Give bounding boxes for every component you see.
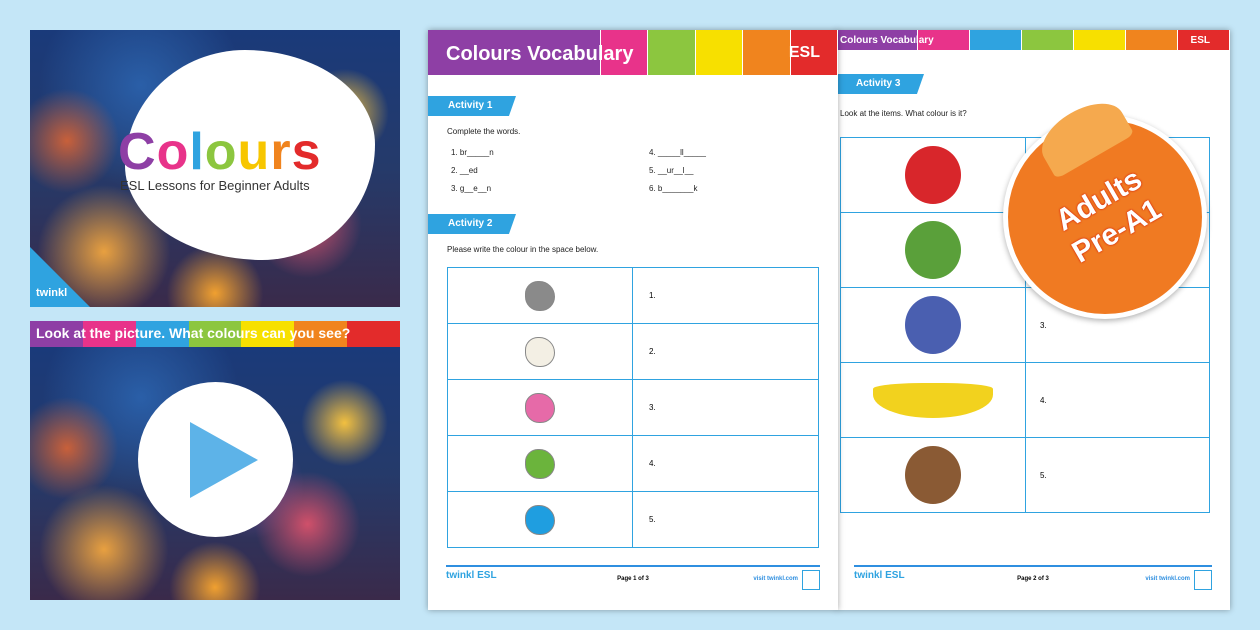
table-row: 2. bbox=[447, 323, 819, 380]
answer-cell[interactable]: 4. bbox=[632, 435, 819, 492]
answer-cell[interactable]: 5. bbox=[632, 491, 819, 548]
paint-splat-icon bbox=[525, 280, 555, 311]
twinkl-corner bbox=[30, 247, 90, 307]
quality-badge bbox=[802, 570, 820, 590]
play-icon bbox=[190, 422, 258, 498]
paint-splash bbox=[125, 50, 375, 260]
row-number: 5. bbox=[1040, 470, 1047, 480]
video-slide[interactable] bbox=[30, 347, 400, 600]
title-letter: r bbox=[270, 123, 292, 181]
table-row: 4. bbox=[840, 362, 1210, 438]
page2-header bbox=[836, 30, 1230, 50]
paint-splat-icon bbox=[525, 504, 555, 535]
page1-header bbox=[428, 30, 838, 75]
row-number: 4. bbox=[649, 459, 656, 468]
answer-cell[interactable]: 2. bbox=[632, 323, 819, 380]
worksheet-page-2: Colours Vocabulary ESL Activity 3 Look a… bbox=[836, 30, 1230, 610]
table-row: 5. bbox=[447, 491, 819, 548]
title-letter: s bbox=[291, 123, 322, 181]
video-banner bbox=[30, 321, 401, 347]
title-letter: C bbox=[118, 123, 157, 181]
quality-badge bbox=[1194, 570, 1212, 590]
answer-cell[interactable]: 1. bbox=[632, 267, 819, 324]
paint-splat-icon bbox=[525, 392, 555, 423]
table-row: 1. bbox=[447, 267, 819, 324]
title-letter: o bbox=[156, 123, 190, 181]
title-letter: l bbox=[189, 123, 205, 181]
cover-title: Colours bbox=[118, 122, 321, 182]
activity2-table: 1. 2. 3. 4. 5. bbox=[447, 267, 819, 548]
title-letter: u bbox=[237, 123, 271, 181]
page1-title: Colours Vocabulary bbox=[446, 43, 634, 65]
row-number: 3. bbox=[649, 403, 656, 412]
table-row: 5. bbox=[840, 437, 1210, 513]
table-row: 3. bbox=[447, 379, 819, 436]
page-number: Page 1 of 3 bbox=[617, 576, 649, 582]
footer-link[interactable]: visit twinkl.com bbox=[1145, 576, 1190, 582]
paint-splat-icon bbox=[525, 448, 555, 479]
twinkl-logo: twinkl bbox=[36, 287, 68, 299]
cover-slide[interactable]: Colours ESL Lessons for Beginner Adults … bbox=[30, 30, 400, 307]
play-button[interactable] bbox=[138, 382, 293, 537]
row-number: 2. bbox=[649, 347, 656, 356]
row-number: 5. bbox=[649, 515, 656, 524]
activity1-instruction: Complete the words. bbox=[447, 127, 521, 136]
row-number: 1. bbox=[649, 291, 656, 300]
footer-logo: twinkl ESL bbox=[854, 570, 905, 581]
table-row: 4. bbox=[447, 435, 819, 492]
word-item: 4. _____ll_____ bbox=[649, 148, 706, 157]
blueberry-icon bbox=[905, 296, 961, 354]
footer-link[interactable]: visit twinkl.com bbox=[753, 576, 798, 582]
answer-cell[interactable]: 3. bbox=[632, 379, 819, 436]
word-item: 6. b_______k bbox=[649, 184, 698, 193]
paint-splat-icon bbox=[525, 336, 555, 367]
word-item: 3. g__e__n bbox=[451, 184, 492, 193]
page1-tag: ESL bbox=[788, 44, 820, 61]
level-badge: Adults Pre-A1 bbox=[1003, 90, 1207, 319]
word-item: 1. br_____n bbox=[451, 148, 494, 157]
page2-title: Colours Vocabulary bbox=[840, 35, 934, 46]
walnut-icon bbox=[905, 446, 961, 504]
peas-icon bbox=[905, 221, 961, 279]
video-banner-text: Look at the picture. What colours can yo… bbox=[36, 325, 351, 341]
page2-tag: ESL bbox=[1190, 35, 1210, 46]
activity1-label: Activity 1 bbox=[428, 96, 516, 116]
answer-cell[interactable]: 5. bbox=[1025, 437, 1210, 513]
activity2-label: Activity 2 bbox=[428, 214, 516, 234]
row-number: 4. bbox=[1040, 395, 1047, 405]
word-item: 2. __ed bbox=[451, 166, 478, 175]
banana-icon bbox=[873, 382, 993, 418]
cover-subtitle: ESL Lessons for Beginner Adults bbox=[120, 178, 310, 193]
answer-cell[interactable]: 4. bbox=[1025, 362, 1210, 438]
title-letter: o bbox=[204, 123, 238, 181]
strawberry-icon bbox=[905, 146, 961, 204]
worksheet-page-1: Colours Vocabulary ESL Activity 1 Comple… bbox=[428, 30, 838, 610]
activity3-instruction: Look at the items. What colour is it? bbox=[840, 109, 967, 118]
activity3-label: Activity 3 bbox=[836, 74, 924, 94]
footer-logo: twinkl ESL bbox=[446, 570, 497, 581]
row-number: 3. bbox=[1040, 320, 1047, 330]
page-number: Page 2 of 3 bbox=[1017, 576, 1049, 582]
word-item: 5. __ur__l__ bbox=[649, 166, 694, 175]
activity2-instruction: Please write the colour in the space bel… bbox=[447, 245, 599, 254]
